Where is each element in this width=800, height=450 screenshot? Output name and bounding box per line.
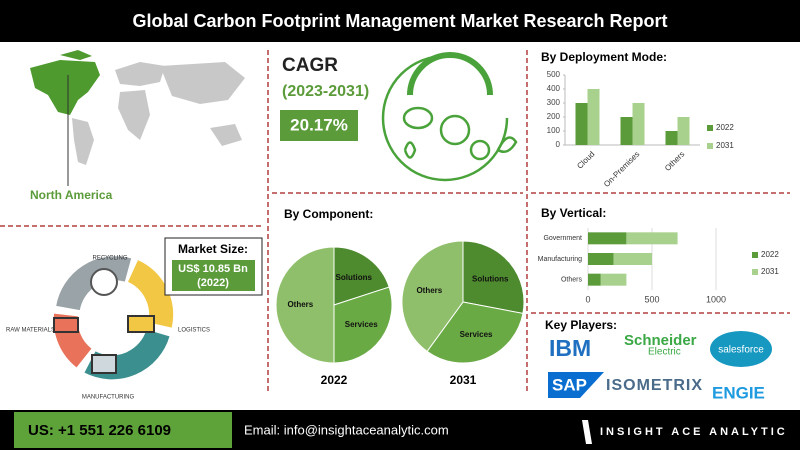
y-tick-label: 200 xyxy=(547,112,561,121)
y-tick-label: 400 xyxy=(547,84,561,93)
y-tick-label: 0 xyxy=(556,140,561,149)
slice-label: Solutions xyxy=(472,275,509,284)
phone-box xyxy=(14,412,232,448)
logo-engie: ENGIE xyxy=(712,383,765,402)
cycle-label: RAW MATERIALS xyxy=(6,328,55,334)
logo-isometrix: ISOMETRIX xyxy=(606,377,703,394)
cagr-box xyxy=(280,110,358,141)
x-tick-label: 500 xyxy=(644,294,659,304)
logo-salesforce: salesforce xyxy=(718,345,764,356)
pie-slice xyxy=(275,246,335,364)
legend-label: 2022 xyxy=(716,123,734,132)
bar xyxy=(677,117,690,145)
pie-slice xyxy=(462,240,525,315)
legend-swatch xyxy=(707,125,713,131)
y-tick-label: 300 xyxy=(547,98,561,107)
chart-title: By Deployment Mode: xyxy=(541,50,667,64)
bar-segment xyxy=(613,253,652,265)
y-tick-label: Manufacturing xyxy=(538,256,582,263)
chart-title: By Vertical: xyxy=(541,206,606,220)
x-tick-label: 1000 xyxy=(706,294,726,304)
bar xyxy=(587,89,600,145)
chart-title: By Component: xyxy=(284,207,373,221)
market-size-label: Market Size: xyxy=(178,242,248,256)
bar xyxy=(620,117,633,145)
pie-title: 2031 xyxy=(450,373,477,387)
bar-segment xyxy=(588,232,627,245)
market-size-year: (2022) xyxy=(197,277,229,289)
logo-schneider-sub: Electric xyxy=(648,347,681,358)
logo-sap-box xyxy=(548,372,604,398)
pie-slice xyxy=(333,246,390,306)
pie-title: 2022 xyxy=(321,373,348,387)
bar xyxy=(665,131,678,145)
slice-label: Others xyxy=(416,286,442,295)
footer-phone: US: +1 551 226 6109 xyxy=(28,422,171,439)
y-tick-label: Others xyxy=(561,277,583,284)
bar-segment xyxy=(588,253,614,265)
bar xyxy=(632,103,645,145)
footer-email: Email: info@insightaceanalytic.com xyxy=(244,422,449,437)
header-bar xyxy=(0,0,800,42)
market-size-value: US$ 10.85 Bn xyxy=(178,263,248,275)
market-size-value-box xyxy=(172,260,255,291)
legend-swatch xyxy=(752,252,758,258)
slice-label: Services xyxy=(345,320,378,329)
y-tick-label: 100 xyxy=(547,126,561,135)
x-tick-label: Cloud xyxy=(575,150,596,171)
bar xyxy=(575,103,588,145)
slice-label: Services xyxy=(460,330,493,339)
cagr-value: 20.17% xyxy=(290,115,348,134)
logo-ibm: IBM xyxy=(549,335,591,361)
page-title: Global Carbon Footprint Management Marke… xyxy=(132,11,667,31)
x-tick-label: On-Premises xyxy=(602,150,641,189)
footer-brand: INSIGHT ACE ANALYTIC xyxy=(600,426,788,438)
pie-slice xyxy=(333,286,393,364)
cycle-diagram xyxy=(53,256,174,380)
cycle-label: MANUFACTURING xyxy=(82,395,135,401)
brand-icon xyxy=(582,420,592,444)
region-label: North America xyxy=(30,188,113,202)
cycle-label: LOGISTICS xyxy=(178,328,210,334)
pie-slice xyxy=(426,301,524,364)
logo-salesforce-cloud xyxy=(710,331,772,367)
pie-slice xyxy=(401,240,464,353)
bar-segment xyxy=(626,232,678,245)
slice-label: Others xyxy=(287,300,313,309)
cagr-period: (2023-2031) xyxy=(282,83,369,100)
y-tick-label: Government xyxy=(543,235,582,242)
legend-swatch xyxy=(752,269,758,275)
legend-swatch xyxy=(707,143,713,149)
key-players-title: Key Players: xyxy=(545,318,617,332)
logo-sap: SAP xyxy=(552,375,587,394)
x-tick-label: Others xyxy=(663,150,686,173)
cagr-label: CAGR xyxy=(282,55,338,76)
bar-segment xyxy=(588,273,601,286)
world-map xyxy=(30,50,245,186)
bar-segment xyxy=(600,273,627,286)
x-tick-label: 0 xyxy=(585,294,590,304)
legend-label: 2031 xyxy=(716,141,734,150)
logo-schneider: Schneider xyxy=(624,332,697,349)
legend-label: 2031 xyxy=(761,267,779,276)
cagr-icon xyxy=(381,52,518,182)
cycle-label: RECYCLING xyxy=(92,256,127,262)
slice-label: Solutions xyxy=(336,273,373,282)
legend-label: 2022 xyxy=(761,250,779,259)
y-tick-label: 500 xyxy=(547,70,561,79)
